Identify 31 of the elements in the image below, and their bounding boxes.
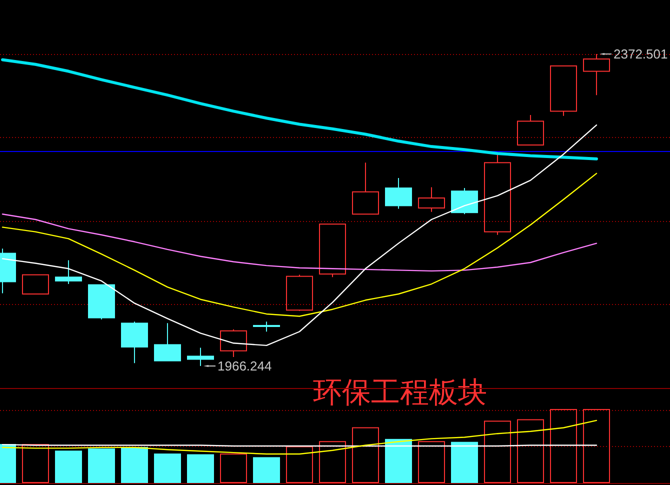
bar [22,444,49,483]
candlestick [121,321,148,364]
bar [451,442,478,483]
candlestick [484,154,511,236]
bar [319,441,346,483]
bar [550,409,577,483]
bar [55,450,82,483]
bar [187,454,214,483]
candlestick [352,162,379,215]
candlestick [550,65,577,116]
candlestick [418,186,445,212]
bar [484,420,511,483]
candlestick [154,322,181,362]
bar [385,438,412,483]
bar [88,448,115,483]
candlestick [583,54,610,96]
bar [517,419,544,483]
annotation: 1966.244 [218,358,272,374]
bar [220,454,247,483]
bar [154,454,181,483]
bar [121,446,148,483]
candlestick [187,347,214,366]
bar [352,427,379,483]
candlestick [22,274,49,294]
candlestick [55,260,82,285]
text: 2372.501 [614,46,668,62]
bar [253,457,280,483]
bar [418,441,445,483]
bar [583,409,610,483]
candlestick [385,178,412,210]
bar [286,446,313,483]
